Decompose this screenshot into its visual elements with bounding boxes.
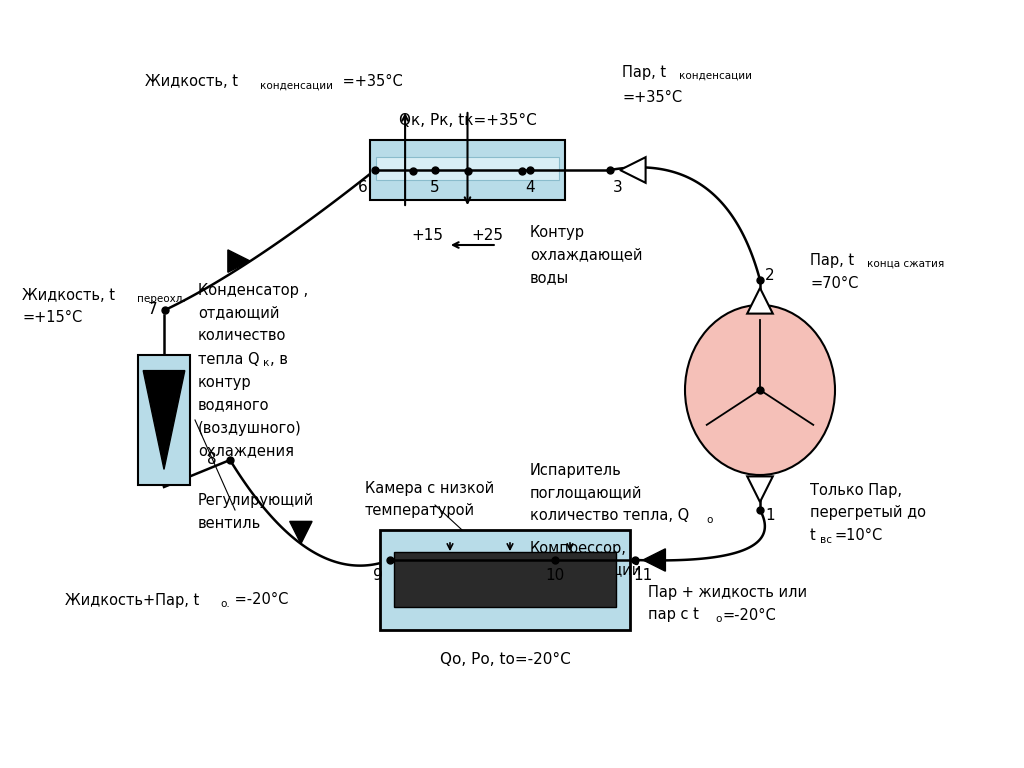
Text: тепла Q: тепла Q: [198, 352, 260, 366]
Text: 9: 9: [373, 568, 383, 582]
Text: конца сжатия: конца сжатия: [867, 259, 944, 269]
Ellipse shape: [685, 305, 835, 475]
Bar: [380, 530, 630, 630]
Text: 7: 7: [148, 303, 158, 317]
Text: Пар, t: Пар, t: [810, 253, 854, 267]
Text: 5: 5: [430, 180, 440, 196]
Text: Жидкость, t: Жидкость, t: [145, 74, 238, 90]
Text: (воздушного): (воздушного): [198, 421, 302, 435]
Text: о: о: [706, 515, 713, 525]
Text: 3: 3: [613, 180, 623, 196]
Text: 1: 1: [765, 508, 775, 522]
Text: Пар, t: Пар, t: [622, 65, 667, 80]
Text: поглощающий: поглощающий: [530, 485, 642, 501]
Bar: [370, 140, 565, 200]
Text: =10°C: =10°C: [834, 528, 883, 544]
Text: совершающий: совершающий: [530, 564, 641, 578]
Text: Конденсатор ,: Конденсатор ,: [198, 283, 308, 297]
Text: 8: 8: [207, 452, 217, 468]
Text: Испаритель: Испаритель: [530, 462, 622, 478]
Text: переохл.: переохл.: [137, 294, 185, 304]
Bar: [394, 552, 616, 607]
Text: к: к: [263, 358, 269, 368]
Polygon shape: [143, 371, 184, 469]
Text: Только Пар,: Только Пар,: [810, 482, 902, 498]
Text: =-20°C: =-20°C: [722, 607, 776, 623]
Polygon shape: [643, 549, 666, 571]
Polygon shape: [620, 157, 645, 183]
Text: 4: 4: [525, 180, 535, 196]
Text: 2: 2: [765, 267, 775, 283]
Text: воды: воды: [530, 270, 569, 286]
Text: Регулирующий: Регулирующий: [198, 492, 314, 508]
Text: отдающий: отдающий: [198, 306, 280, 320]
Text: 10: 10: [546, 568, 564, 582]
Text: вентиль: вентиль: [198, 515, 261, 531]
Text: охлаждения: охлаждения: [198, 443, 294, 458]
Text: количество тепла, Q: количество тепла, Q: [530, 508, 689, 524]
Text: 6: 6: [358, 180, 368, 196]
Text: Контур: Контур: [530, 224, 585, 240]
Text: =70°C: =70°C: [810, 276, 858, 290]
Text: , в: , в: [270, 352, 288, 366]
Text: охлаждающей: охлаждающей: [530, 247, 642, 263]
Text: пар с t: пар с t: [648, 607, 698, 623]
Polygon shape: [228, 250, 250, 273]
Text: конденсации: конденсации: [260, 81, 333, 91]
Text: Камера с низкой: Камера с низкой: [365, 481, 495, 495]
Text: Жидкость+Пар, t: Жидкость+Пар, t: [65, 592, 200, 607]
Text: о.: о.: [220, 599, 229, 609]
Text: Qк, Pк, tк=+35°C: Qк, Pк, tк=+35°C: [398, 113, 537, 128]
Text: количество: количество: [198, 329, 287, 343]
Text: температурой: температурой: [365, 504, 475, 518]
Text: t: t: [810, 528, 816, 544]
Bar: [138, 355, 190, 485]
Text: =+35°C: =+35°C: [622, 90, 682, 104]
Text: Пар + жидкость или: Пар + жидкость или: [648, 584, 807, 600]
Text: вс: вс: [820, 535, 831, 545]
Text: +25: +25: [471, 227, 504, 243]
Text: Qо, Pо, tо=-20°C: Qо, Pо, tо=-20°C: [439, 652, 570, 667]
Text: о: о: [715, 614, 721, 624]
Text: =+35°C: =+35°C: [338, 74, 402, 90]
Text: Компрессор,: Компрессор,: [530, 541, 627, 555]
Text: =+15°C: =+15°C: [22, 310, 82, 326]
Text: водяного: водяного: [198, 398, 269, 412]
Text: =-20°C: =-20°C: [230, 592, 289, 607]
Text: +15: +15: [411, 227, 443, 243]
Text: работу W: работу W: [530, 586, 602, 602]
Polygon shape: [748, 288, 773, 313]
Text: перегретый до: перегретый до: [810, 505, 926, 521]
Text: контур: контур: [198, 375, 252, 389]
Polygon shape: [748, 476, 773, 502]
Text: Жидкость, t: Жидкость, t: [22, 287, 115, 303]
Polygon shape: [290, 521, 312, 544]
Bar: [376, 157, 559, 180]
Text: конденсации: конденсации: [679, 71, 752, 81]
Text: 11: 11: [634, 568, 652, 582]
